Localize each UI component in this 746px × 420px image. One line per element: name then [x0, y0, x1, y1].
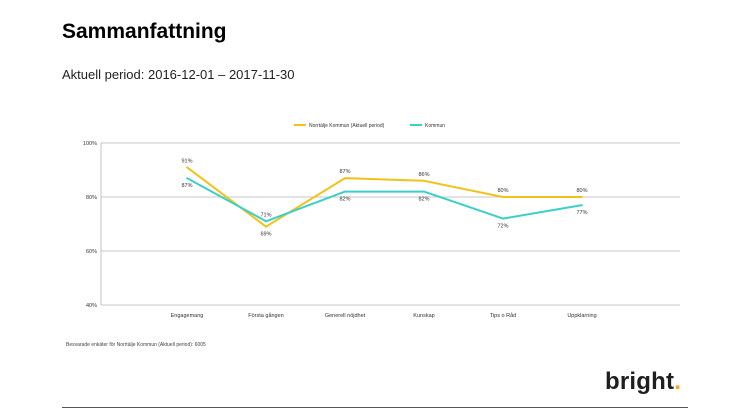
data-label: 71% — [260, 212, 271, 218]
data-point — [423, 179, 425, 182]
series-line — [186, 166, 582, 228]
responses-footnote: Besvarade enkäter för Norrtälje Kommun (… — [66, 342, 206, 348]
legend-label: Norrtälje Kommun (Aktuell period) — [309, 123, 385, 129]
data-point — [423, 190, 425, 193]
chart-data-labels: 91% 87% 69% 71% 87% 82% 86% 82% 80% 72% 80% 77% — [181, 158, 587, 237]
data-label: 82% — [339, 197, 350, 203]
data-label: 77% — [576, 210, 587, 216]
x-tick-label: Uppklarning — [567, 313, 596, 319]
chart-series — [186, 166, 583, 228]
x-tick-label: Första gången — [248, 312, 283, 319]
data-label: 72% — [497, 224, 508, 230]
data-label: 87% — [339, 169, 350, 175]
data-point — [581, 196, 583, 198]
data-point — [186, 177, 188, 180]
page-title: Sammanfattning — [62, 20, 227, 43]
data-label: 80% — [497, 188, 508, 194]
data-label: 80% — [576, 188, 587, 194]
data-point — [344, 177, 346, 180]
period-label: Aktuell period: 2016-12-01 – 2017-11-30 — [62, 67, 295, 82]
data-label: 86% — [418, 172, 429, 178]
y-tick-label: 60% — [86, 249, 97, 255]
data-label: 91% — [181, 158, 192, 164]
data-point — [502, 217, 504, 220]
data-label: 69% — [260, 232, 271, 238]
x-tick-label: Tips o Råd — [490, 312, 516, 319]
chart-gridlines — [101, 142, 680, 306]
data-point — [265, 225, 267, 228]
data-point — [502, 196, 504, 198]
chart-legend: Norrtälje Kommun (Aktuell period) Kommun — [294, 123, 445, 129]
y-tick-label: 100% — [83, 141, 97, 147]
y-tick-label: 80% — [86, 195, 97, 201]
data-label: 87% — [181, 183, 192, 189]
logo-text: bright — [605, 368, 675, 395]
chart-axes: 40% 60% 80% 100% Engagemang Första gången Gene… — [83, 141, 597, 319]
data-point — [186, 166, 188, 169]
data-point — [265, 220, 267, 223]
data-point — [344, 190, 346, 193]
logo-dot: . — [674, 368, 682, 395]
data-point — [581, 204, 583, 207]
data-label: 82% — [418, 197, 429, 203]
x-tick-label: Engagemang — [171, 313, 204, 319]
bottom-divider — [62, 407, 688, 408]
bright-logo: bright. — [605, 368, 681, 396]
x-tick-label: Kunskap — [413, 313, 434, 319]
series-line — [186, 177, 583, 223]
legend-label: Kommun — [425, 123, 445, 129]
y-tick-label: 40% — [86, 303, 97, 309]
x-tick-label: Generell nöjdhet — [325, 313, 366, 319]
